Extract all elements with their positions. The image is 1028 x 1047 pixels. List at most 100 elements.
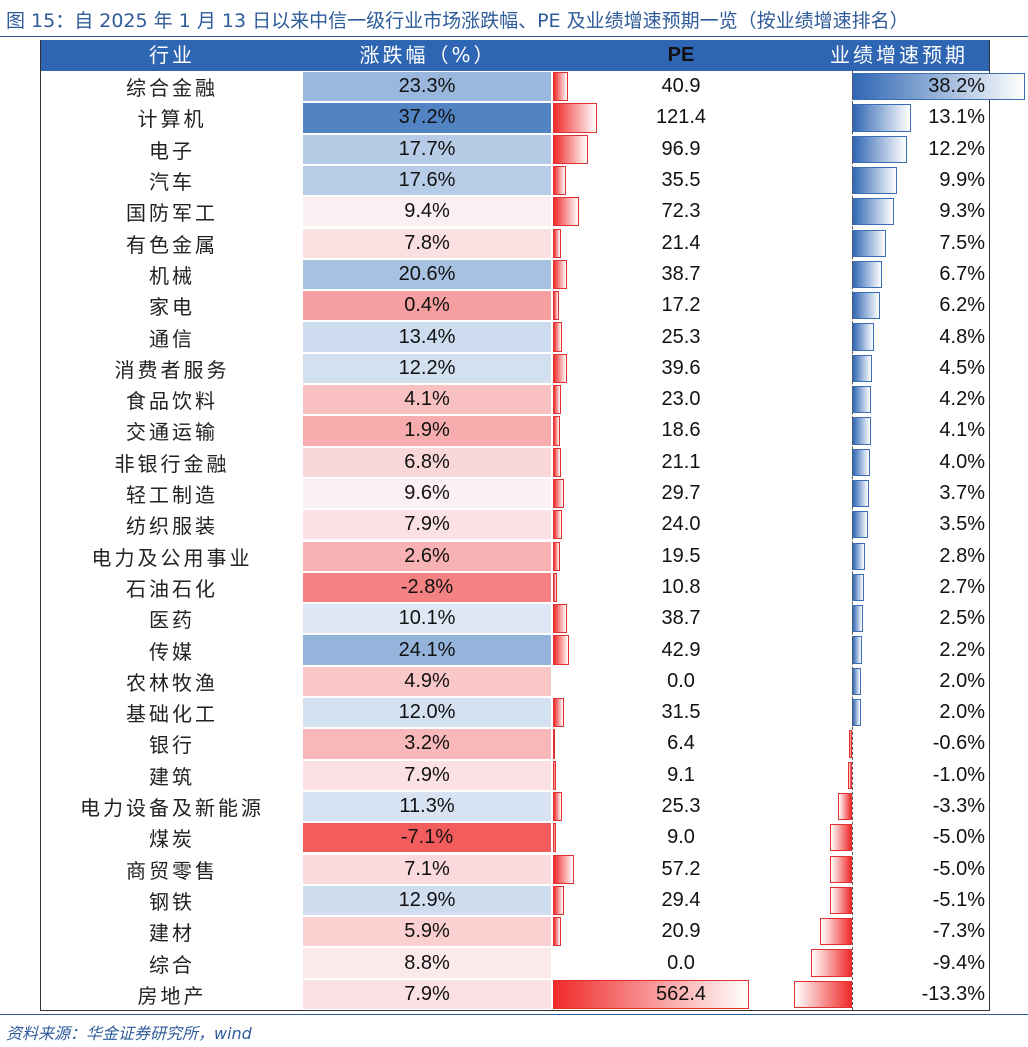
- table-header: 行业 涨跌幅（%） PE 业绩增速预期（%）: [41, 40, 989, 98]
- table-row: 电子 17.7% 96.9 12.2%: [41, 134, 989, 165]
- change-value: 8.8%: [404, 951, 450, 974]
- pe-value: 121.4: [655, 106, 707, 129]
- table-row: 家电 0.4% 17.2 6.2%: [41, 290, 989, 321]
- header-growth: 业绩增速预期（%）: [830, 43, 968, 98]
- pe-value: 0.0: [667, 669, 695, 692]
- growth-bar: [847, 761, 852, 789]
- table-row: 房地产 7.9% 562.4 -13.3%: [41, 979, 989, 1010]
- industry-name: 交通运输: [126, 420, 218, 445]
- industry-name: 纺织服装: [126, 514, 218, 539]
- pe-value: 29.4: [661, 888, 701, 911]
- change-heat-cell: [303, 134, 551, 164]
- growth-value: 6.2%: [939, 294, 985, 317]
- growth-value: -13.3%: [921, 982, 985, 1005]
- growth-bar: [830, 824, 852, 852]
- table-row: 交通运输 1.9% 18.6 4.1%: [41, 415, 989, 446]
- growth-value: 3.7%: [939, 482, 985, 505]
- growth-value: 38.2%: [928, 75, 985, 98]
- growth-value: 9.3%: [939, 200, 985, 223]
- pe-value: 19.5: [661, 544, 701, 567]
- growth-value: 2.5%: [939, 607, 985, 630]
- table-row: 石油石化 -2.8% 10.8 2.7%: [41, 572, 989, 603]
- change-value: 3.2%: [404, 732, 450, 755]
- change-heat-cell: [303, 259, 551, 290]
- pe-value: 25.3: [661, 795, 701, 818]
- source-rule: [0, 1014, 1028, 1015]
- change-heat-cell: [303, 385, 551, 415]
- growth-value: 2.0%: [939, 669, 985, 692]
- pe-value: 29.7: [661, 482, 701, 505]
- table-row: 煤炭 -7.1% 9.0 -5.0%: [41, 822, 989, 853]
- industry-name: 国防军工: [126, 201, 218, 226]
- growth-value: 9.9%: [939, 169, 985, 192]
- pe-bar: [553, 322, 563, 352]
- table-row: 电力设备及新能源 11.3% 25.3 -3.3%: [41, 791, 989, 822]
- industry-name: 通信: [149, 326, 195, 351]
- change-value: 13.4%: [398, 325, 456, 348]
- header-industry: 行业: [149, 43, 195, 67]
- growth-bar: [852, 166, 897, 195]
- pe-value: 562.4: [655, 982, 707, 1005]
- growth-bar: [837, 792, 852, 821]
- table-row: 医药 10.1% 38.7 2.5%: [41, 603, 989, 634]
- source-note: 资料来源：华金证券研究所，wind: [6, 1024, 252, 1043]
- pe-bar: [553, 729, 556, 759]
- pe-bar: [553, 604, 568, 634]
- industry-name: 电力设备及新能源: [80, 796, 264, 821]
- pe-value: 9.0: [667, 826, 695, 849]
- industry-name: 综合: [149, 952, 195, 977]
- pe-bar: [553, 698, 565, 728]
- table-row: 消费者服务 12.2% 39.6 4.5%: [41, 353, 989, 384]
- pe-bar: [553, 635, 569, 665]
- industry-name: 煤炭: [149, 827, 195, 852]
- industry-name: 建材: [149, 921, 195, 946]
- pe-value: 31.5: [661, 701, 701, 724]
- change-value: 2.6%: [404, 544, 450, 567]
- change-heat-cell: [303, 165, 551, 196]
- change-value: 7.8%: [404, 231, 450, 254]
- table-row: 通信 13.4% 25.3 4.8%: [41, 321, 989, 352]
- industry-name: 家电: [149, 295, 195, 320]
- growth-value: 2.0%: [939, 701, 985, 724]
- change-heat-cell: [303, 291, 551, 321]
- growth-value: 6.7%: [939, 262, 985, 285]
- change-value: 6.8%: [404, 450, 450, 473]
- growth-value: 12.2%: [928, 137, 985, 160]
- change-value: 24.1%: [398, 638, 456, 661]
- growth-value: 13.1%: [928, 106, 985, 129]
- industry-name: 建筑: [149, 764, 195, 789]
- industry-name: 房地产: [137, 983, 207, 1008]
- change-heat-cell: [303, 698, 551, 728]
- industry-table: 行业 涨跌幅（%） PE 业绩增速预期（%） 综合金融 23.3% 40.9 38.2…: [40, 40, 1025, 1011]
- change-heat-cell: [303, 917, 551, 947]
- change-heat-cell: [303, 228, 551, 258]
- pe-bar: [553, 72, 568, 102]
- pe-value: 39.6: [661, 356, 701, 379]
- change-value: 7.9%: [404, 513, 450, 536]
- pe-value: 35.5: [661, 169, 701, 192]
- growth-value: 4.0%: [939, 450, 985, 473]
- table-row: 钢铁 12.9% 29.4 -5.1%: [41, 885, 989, 916]
- pe-value: 6.4: [667, 732, 695, 755]
- industry-name: 基础化工: [126, 702, 218, 727]
- pe-bar: [553, 291, 560, 321]
- table-row: 电力及公用事业 2.6% 19.5 2.8%: [41, 541, 989, 572]
- industry-name: 传媒: [149, 639, 195, 664]
- change-value: 0.4%: [404, 294, 450, 317]
- growth-value: 2.8%: [939, 544, 985, 567]
- header-change: 涨跌幅（%）: [359, 43, 497, 67]
- change-heat-cell: [303, 604, 551, 634]
- industry-name: 机械: [149, 263, 195, 288]
- change-value: 7.9%: [404, 763, 450, 786]
- table-row: 商贸零售 7.1% 57.2 -5.0%: [41, 854, 989, 885]
- growth-bar: [852, 104, 912, 132]
- change-value: 12.0%: [398, 701, 456, 724]
- change-value: 17.6%: [398, 169, 456, 192]
- industry-name: 有色金属: [126, 232, 218, 257]
- change-heat-cell: [303, 760, 551, 790]
- industry-name: 汽车: [149, 170, 195, 195]
- pe-bar: [553, 885, 564, 916]
- table-row: 综合 8.8% 0.0 -9.4%: [41, 947, 989, 978]
- pe-bar: [553, 823, 557, 853]
- growth-value: -5.1%: [932, 888, 985, 911]
